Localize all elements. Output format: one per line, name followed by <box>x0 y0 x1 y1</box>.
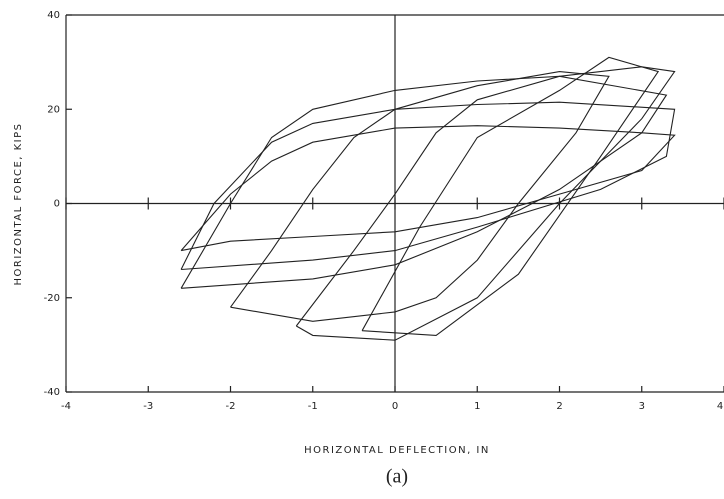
x-tick-label: -3 <box>143 401 153 412</box>
x-axis-label: HORIZONTAL DEFLECTION, IN <box>304 445 490 456</box>
y-tick-label: 20 <box>47 104 60 115</box>
chart: HORIZONTAL DEFLECTION, IN HORIZONTAL FOR… <box>0 0 724 494</box>
x-tick-label: 2 <box>556 401 562 412</box>
x-tick-label: 1 <box>474 401 480 412</box>
x-tick-label: -4 <box>61 401 71 412</box>
y-tick-label: 40 <box>47 10 60 21</box>
y-tick-label: -20 <box>44 293 60 304</box>
x-tick-label: 4 <box>717 401 723 412</box>
y-tick-label: -40 <box>44 387 60 398</box>
hysteresis-loop <box>362 57 658 335</box>
x-tick-label: 3 <box>639 401 645 412</box>
y-tick-label: 0 <box>54 199 60 210</box>
y-axis-label: HORIZONTAL FORCE, KIPS <box>13 122 24 285</box>
page: HORIZONTAL DEFLECTION, IN HORIZONTAL FOR… <box>0 0 724 494</box>
x-tick-label: -1 <box>308 401 318 412</box>
x-tick-label: -2 <box>226 401 236 412</box>
x-tick-label: 0 <box>392 401 398 412</box>
caption: (a) <box>386 466 408 488</box>
